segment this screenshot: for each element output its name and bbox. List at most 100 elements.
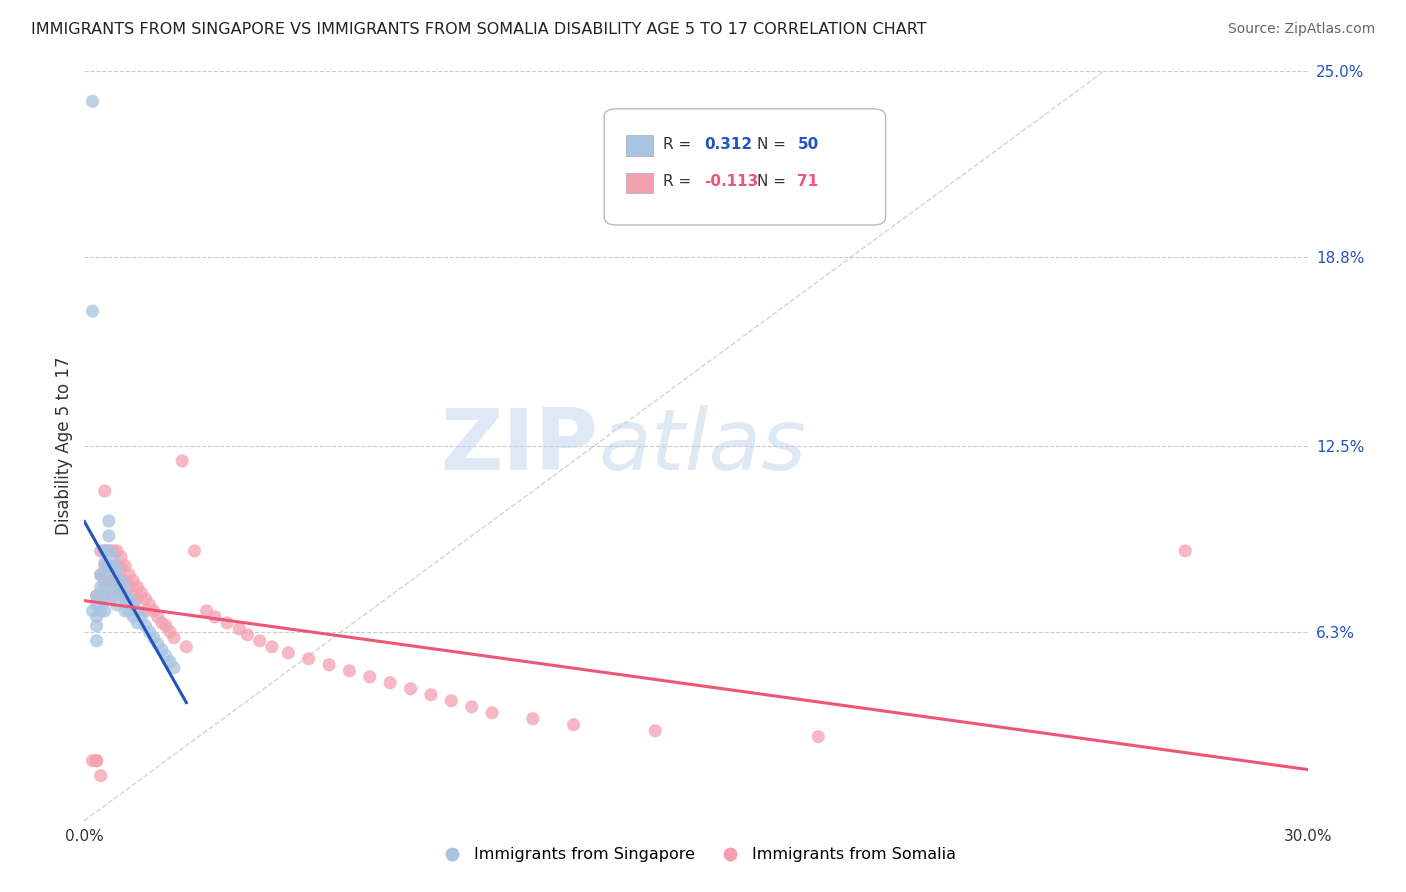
Point: [118, 604, 141, 618]
Point: [1174, 544, 1197, 558]
Text: Source: ZipAtlas.com: Source: ZipAtlas.com: [1227, 22, 1375, 37]
Point: [86, 598, 108, 612]
Text: R =: R =: [664, 136, 696, 152]
Text: 0.312: 0.312: [704, 136, 752, 152]
Point: [93, 580, 115, 594]
Point: [97, 544, 120, 558]
Point: [228, 622, 250, 636]
Point: [86, 633, 108, 648]
Point: [82, 754, 104, 768]
Point: [86, 589, 108, 603]
Point: [93, 556, 115, 570]
Point: [122, 574, 145, 588]
Point: [86, 754, 108, 768]
Point: [131, 610, 153, 624]
Point: [127, 604, 149, 618]
Point: [138, 598, 160, 612]
Text: IMMIGRANTS FROM SINGAPORE VS IMMIGRANTS FROM SOMALIA DISABILITY AGE 5 TO 17 CORR: IMMIGRANTS FROM SINGAPORE VS IMMIGRANTS …: [31, 22, 927, 37]
Point: [380, 675, 402, 690]
Point: [183, 544, 205, 558]
Bar: [626, 135, 654, 156]
FancyBboxPatch shape: [605, 109, 886, 225]
Text: ZIP: ZIP: [440, 404, 598, 488]
Point: [101, 586, 124, 600]
Point: [97, 529, 120, 543]
Point: [277, 646, 299, 660]
Point: [86, 610, 108, 624]
Point: [82, 95, 104, 109]
Point: [155, 619, 177, 633]
Point: [127, 580, 149, 594]
Point: [339, 664, 361, 678]
Point: [90, 567, 112, 582]
Point: [105, 586, 128, 600]
Point: [93, 483, 115, 498]
Point: [93, 558, 115, 573]
Y-axis label: Disability Age 5 to 17: Disability Age 5 to 17: [55, 357, 73, 535]
Point: [440, 694, 463, 708]
Point: [101, 558, 124, 573]
Point: [138, 624, 160, 639]
Point: [90, 769, 112, 783]
Point: [195, 604, 218, 618]
Point: [122, 610, 145, 624]
Legend: Immigrants from Singapore, Immigrants from Somalia: Immigrants from Singapore, Immigrants fr…: [429, 841, 963, 869]
Point: [127, 591, 149, 606]
Point: [110, 574, 132, 588]
Point: [93, 544, 115, 558]
Point: [461, 699, 484, 714]
Point: [174, 640, 197, 654]
Point: [86, 589, 108, 603]
Point: [522, 712, 544, 726]
Point: [93, 591, 115, 606]
Point: [135, 619, 157, 633]
Text: -0.113: -0.113: [704, 174, 759, 189]
Point: [142, 604, 165, 618]
Point: [110, 562, 132, 576]
Point: [105, 574, 128, 588]
Point: [150, 615, 173, 630]
Point: [146, 610, 169, 624]
Point: [135, 591, 157, 606]
Point: [217, 615, 239, 630]
Text: atlas: atlas: [598, 404, 806, 488]
Point: [82, 604, 104, 618]
Point: [142, 631, 165, 645]
Point: [122, 598, 145, 612]
Point: [118, 567, 141, 582]
Point: [359, 670, 381, 684]
Point: [159, 624, 181, 639]
Bar: [626, 172, 654, 194]
Point: [90, 580, 112, 594]
Point: [101, 574, 124, 588]
Point: [298, 652, 321, 666]
Point: [105, 574, 128, 588]
Point: [105, 558, 128, 573]
Point: [114, 574, 136, 588]
Point: [97, 544, 120, 558]
Point: [90, 591, 112, 606]
Point: [260, 640, 283, 654]
Point: [163, 631, 186, 645]
Point: [90, 604, 112, 618]
Point: [150, 642, 173, 657]
Point: [82, 304, 104, 318]
Point: [135, 604, 157, 618]
Point: [204, 610, 226, 624]
Point: [562, 717, 585, 731]
Point: [101, 544, 124, 558]
Point: [101, 589, 124, 603]
Point: [807, 730, 830, 744]
Point: [86, 619, 108, 633]
Point: [114, 589, 136, 603]
Point: [131, 586, 153, 600]
Point: [118, 591, 141, 606]
Point: [114, 558, 136, 573]
Point: [86, 754, 108, 768]
Point: [93, 574, 115, 588]
Point: [114, 591, 136, 606]
Point: [644, 723, 666, 738]
Point: [236, 628, 259, 642]
Point: [146, 637, 169, 651]
Point: [249, 633, 271, 648]
